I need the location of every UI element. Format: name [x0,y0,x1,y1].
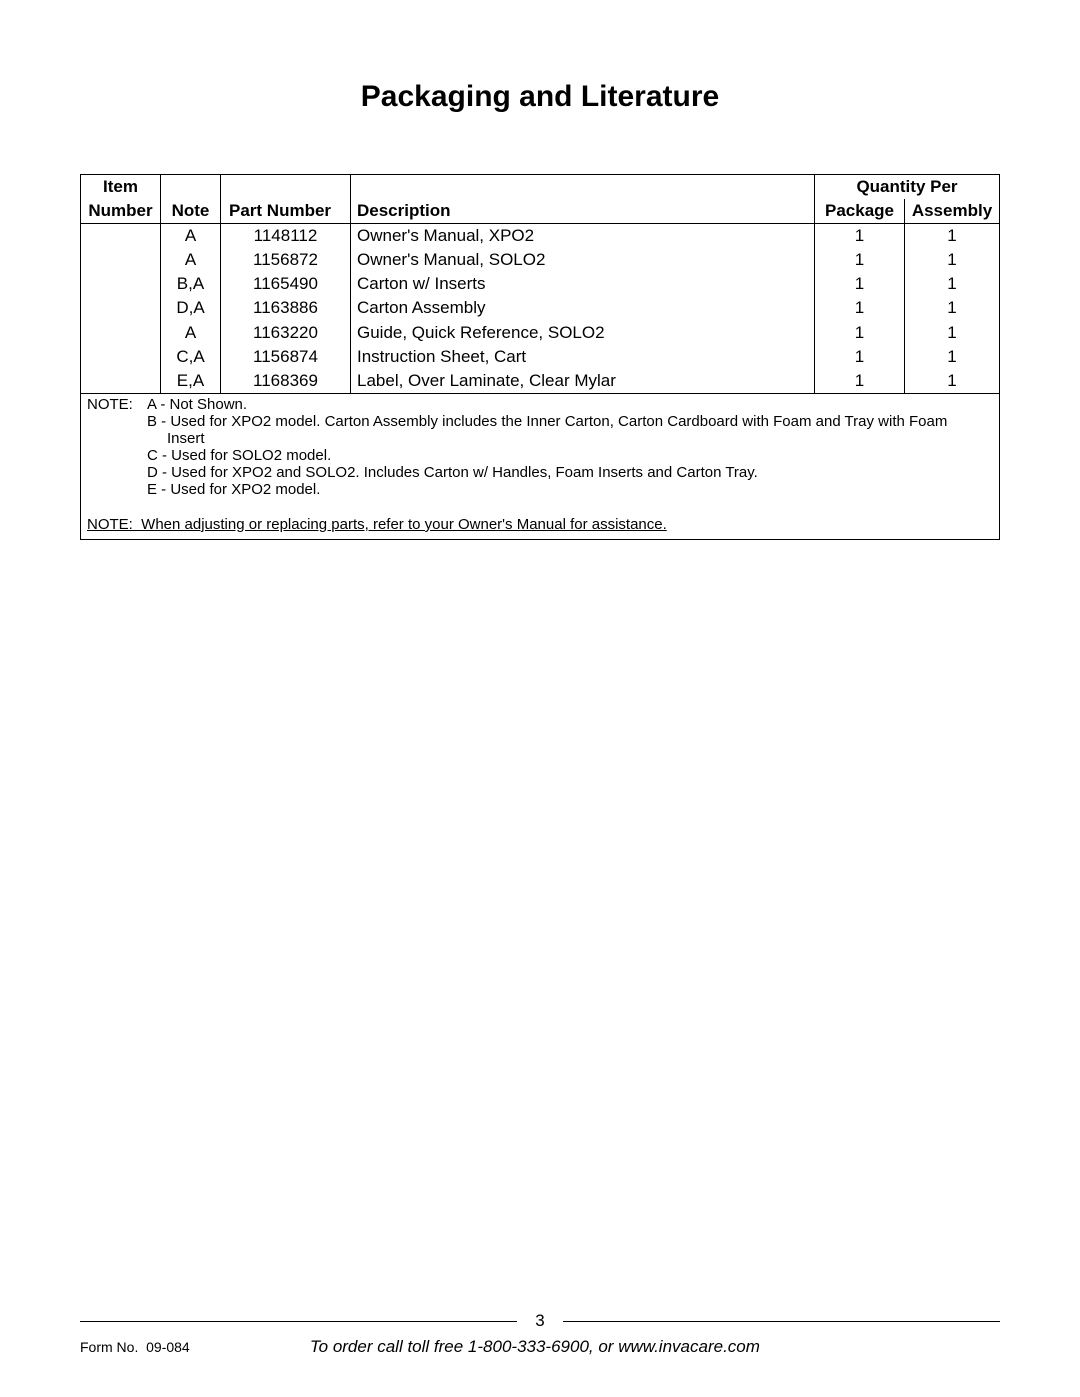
table-row: A1156872Owner's Manual, SOLO211 [81,248,1000,272]
table-cell: Guide, Quick Reference, SOLO2 [351,321,815,345]
footer-rule-left [80,1321,517,1322]
parts-table: Item Quantity Per Number Note Part Numbe… [80,174,1000,394]
table-cell: 1 [905,248,1000,272]
table-cell: E,A [161,369,221,394]
table-cell [81,224,161,249]
table-header: Item Quantity Per Number Note Part Numbe… [81,175,1000,224]
col-asm: Assembly [905,199,1000,224]
table-cell [81,321,161,345]
table-cell: 1148112 [221,224,351,249]
table-cell: 1156872 [221,248,351,272]
table-body: A1148112Owner's Manual, XPO211A1156872Ow… [81,224,1000,394]
col-part-blank [221,175,351,200]
col-item-bot: Number [81,199,161,224]
table-cell [81,369,161,394]
table-row: C,A1156874Instruction Sheet, Cart11 [81,345,1000,369]
table-cell: 1163220 [221,321,351,345]
order-info: To order call toll free 1-800-333-6900, … [190,1337,880,1357]
note-line: C - Used for SOLO2 model. [147,447,993,464]
table-cell [81,296,161,320]
page-footer: 3 Form No. 09-084 To order call toll fre… [80,1311,1000,1357]
table-cell: Owner's Manual, SOLO2 [351,248,815,272]
table-cell: D,A [161,296,221,320]
table-cell [81,248,161,272]
table-cell: 1 [905,369,1000,394]
table-cell: 1 [815,296,905,320]
notes-label: NOTE: [87,396,147,498]
table-cell: A [161,248,221,272]
col-item-top: Item [81,175,161,200]
notes-body: A - Not Shown.B - Used for XPO2 model. C… [147,396,993,498]
col-desc: Description [351,199,815,224]
table-cell: 1 [815,224,905,249]
table-cell: A [161,224,221,249]
table-row: A1163220Guide, Quick Reference, SOLO211 [81,321,1000,345]
table-cell: 1 [815,321,905,345]
form-number: Form No. 09-084 [80,1339,190,1355]
table-cell: 1 [815,345,905,369]
col-pkg: Package [815,199,905,224]
col-note: Note [161,199,221,224]
page-title: Packaging and Literature [80,80,1000,114]
note-line: B - Used for XPO2 model. Carton Assembly… [147,413,993,430]
footer-rule-right [563,1321,1000,1322]
table-cell: 1163886 [221,296,351,320]
table-row: A1148112Owner's Manual, XPO211 [81,224,1000,249]
table-cell: 1 [905,296,1000,320]
table-cell: Carton Assembly [351,296,815,320]
col-part: Part Number [221,199,351,224]
notes-block: NOTE: A - Not Shown.B - Used for XPO2 mo… [80,394,1000,540]
table-cell: 1156874 [221,345,351,369]
table-cell [81,272,161,296]
table-cell: 1 [815,272,905,296]
table-cell: 1 [905,345,1000,369]
table-cell: Instruction Sheet, Cart [351,345,815,369]
table-cell: 1 [815,369,905,394]
note-line: A - Not Shown. [147,396,993,413]
table-cell: 1168369 [221,369,351,394]
table-cell: A [161,321,221,345]
table-cell [81,345,161,369]
table-cell: B,A [161,272,221,296]
table-cell: C,A [161,345,221,369]
col-desc-blank [351,175,815,200]
note-line: D - Used for XPO2 and SOLO2. Includes Ca… [147,464,993,481]
table-cell: 1 [815,248,905,272]
footer-rule: 3 [80,1311,1000,1331]
table-row: B,A1165490Carton w/ Inserts11 [81,272,1000,296]
col-note-blank [161,175,221,200]
table-cell: Carton w/ Inserts [351,272,815,296]
table-cell: 1 [905,272,1000,296]
table-cell: 1 [905,224,1000,249]
table-cell: 1165490 [221,272,351,296]
page-number: 3 [535,1311,544,1331]
table-cell: 1 [905,321,1000,345]
col-qty-top: Quantity Per [815,175,1000,200]
table-row: E,A1168369Label, Over Laminate, Clear My… [81,369,1000,394]
notes-bottom: NOTE: When adjusting or replacing parts,… [87,516,993,533]
page: Packaging and Literature Item Quantity P… [0,0,1080,1397]
note-line: E - Used for XPO2 model. [147,481,993,498]
table-row: D,A1163886Carton Assembly11 [81,296,1000,320]
table-cell: Label, Over Laminate, Clear Mylar [351,369,815,394]
table-cell: Owner's Manual, XPO2 [351,224,815,249]
note-line: Insert [147,430,993,447]
